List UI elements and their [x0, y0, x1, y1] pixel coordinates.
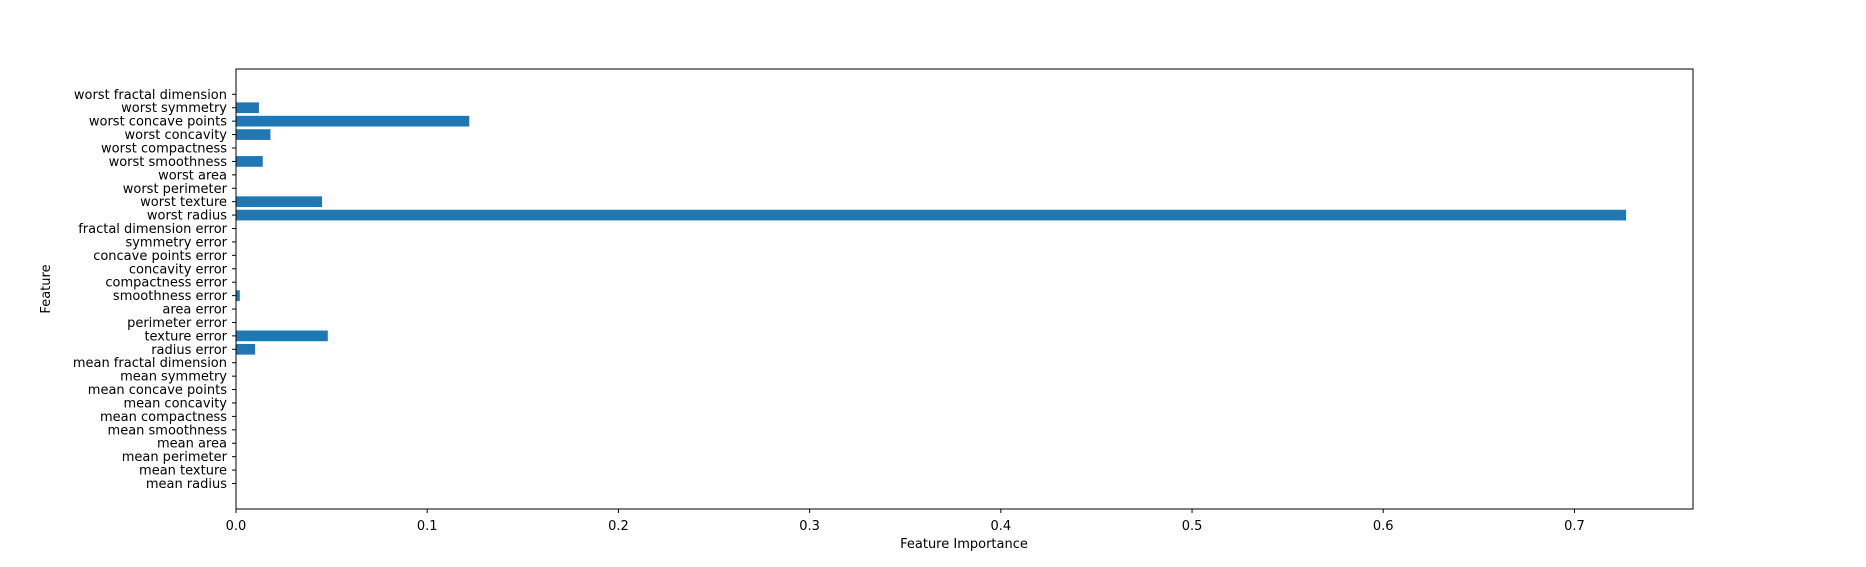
y-tick-label: fractal dimension error [78, 222, 227, 237]
bar-worst-smoothness [236, 156, 263, 167]
y-tick-label: compactness error [105, 276, 227, 291]
y-tick-label: worst smoothness [109, 155, 228, 170]
y-tick-label: mean area [157, 437, 227, 452]
x-tick-label: 0.7 [1564, 519, 1585, 534]
y-tick-label: worst perimeter [123, 182, 228, 197]
y-tick-label: mean compactness [100, 410, 227, 425]
y-tick-label: smoothness error [113, 289, 228, 304]
y-tick-label: mean concavity [123, 396, 227, 411]
y-tick-label: concavity error [129, 262, 228, 277]
bar-worst-concave-points [236, 115, 470, 127]
x-axis-label: Feature Importance [900, 537, 1028, 552]
x-axis-ticks: 0.0 0.1 0.2 0.3 0.4 0.5 0.6 0.7 [226, 509, 1585, 534]
bars-group [236, 102, 1627, 355]
y-tick-label: mean symmetry [120, 370, 227, 385]
x-tick-label: 0.3 [799, 519, 820, 534]
y-tick-label: texture error [144, 329, 227, 344]
y-tick-label: mean perimeter [122, 450, 228, 465]
y-tick-label: worst concave points [89, 115, 227, 130]
y-tick-label: mean fractal dimension [73, 356, 227, 371]
x-tick-label: 0.2 [608, 519, 629, 534]
x-tick-label: 0.0 [226, 519, 247, 534]
bar-smoothness-error [236, 290, 240, 301]
y-tick-label: worst symmetry [121, 101, 227, 116]
bar-worst-radius [236, 209, 1627, 221]
y-tick-label: mean concave points [88, 383, 227, 398]
bar-worst-concavity [236, 129, 271, 140]
y-tick-label: concave points error [93, 249, 227, 264]
bar-worst-symmetry [236, 102, 259, 114]
y-tick-label: area error [162, 303, 227, 318]
y-tick-label: worst fractal dimension [74, 88, 227, 103]
y-axis-label: Feature [39, 264, 54, 313]
y-tick-label: mean texture [139, 464, 227, 479]
y-tick-label: perimeter error [127, 316, 228, 331]
y-tick-label: worst compactness [101, 142, 227, 157]
x-tick-label: 0.5 [1182, 519, 1203, 534]
x-tick-label: 0.4 [990, 519, 1011, 534]
x-tick-label: 0.6 [1373, 519, 1394, 534]
bar-radius-error [236, 343, 256, 355]
y-tick-label: worst radius [147, 209, 227, 224]
y-tick-label: worst area [158, 168, 227, 183]
y-tick-label: mean smoothness [108, 423, 228, 438]
y-tick-label: radius error [151, 343, 227, 358]
y-tick-label: mean radius [146, 477, 227, 492]
bar-worst-texture [236, 196, 323, 208]
x-tick-label: 0.1 [417, 519, 438, 534]
y-tick-label: worst texture [140, 195, 227, 210]
bar-texture-error [236, 330, 328, 342]
plot-frame [235, 68, 1694, 510]
y-tick-label: symmetry error [125, 235, 227, 250]
y-tick-label: worst concavity [125, 128, 228, 143]
